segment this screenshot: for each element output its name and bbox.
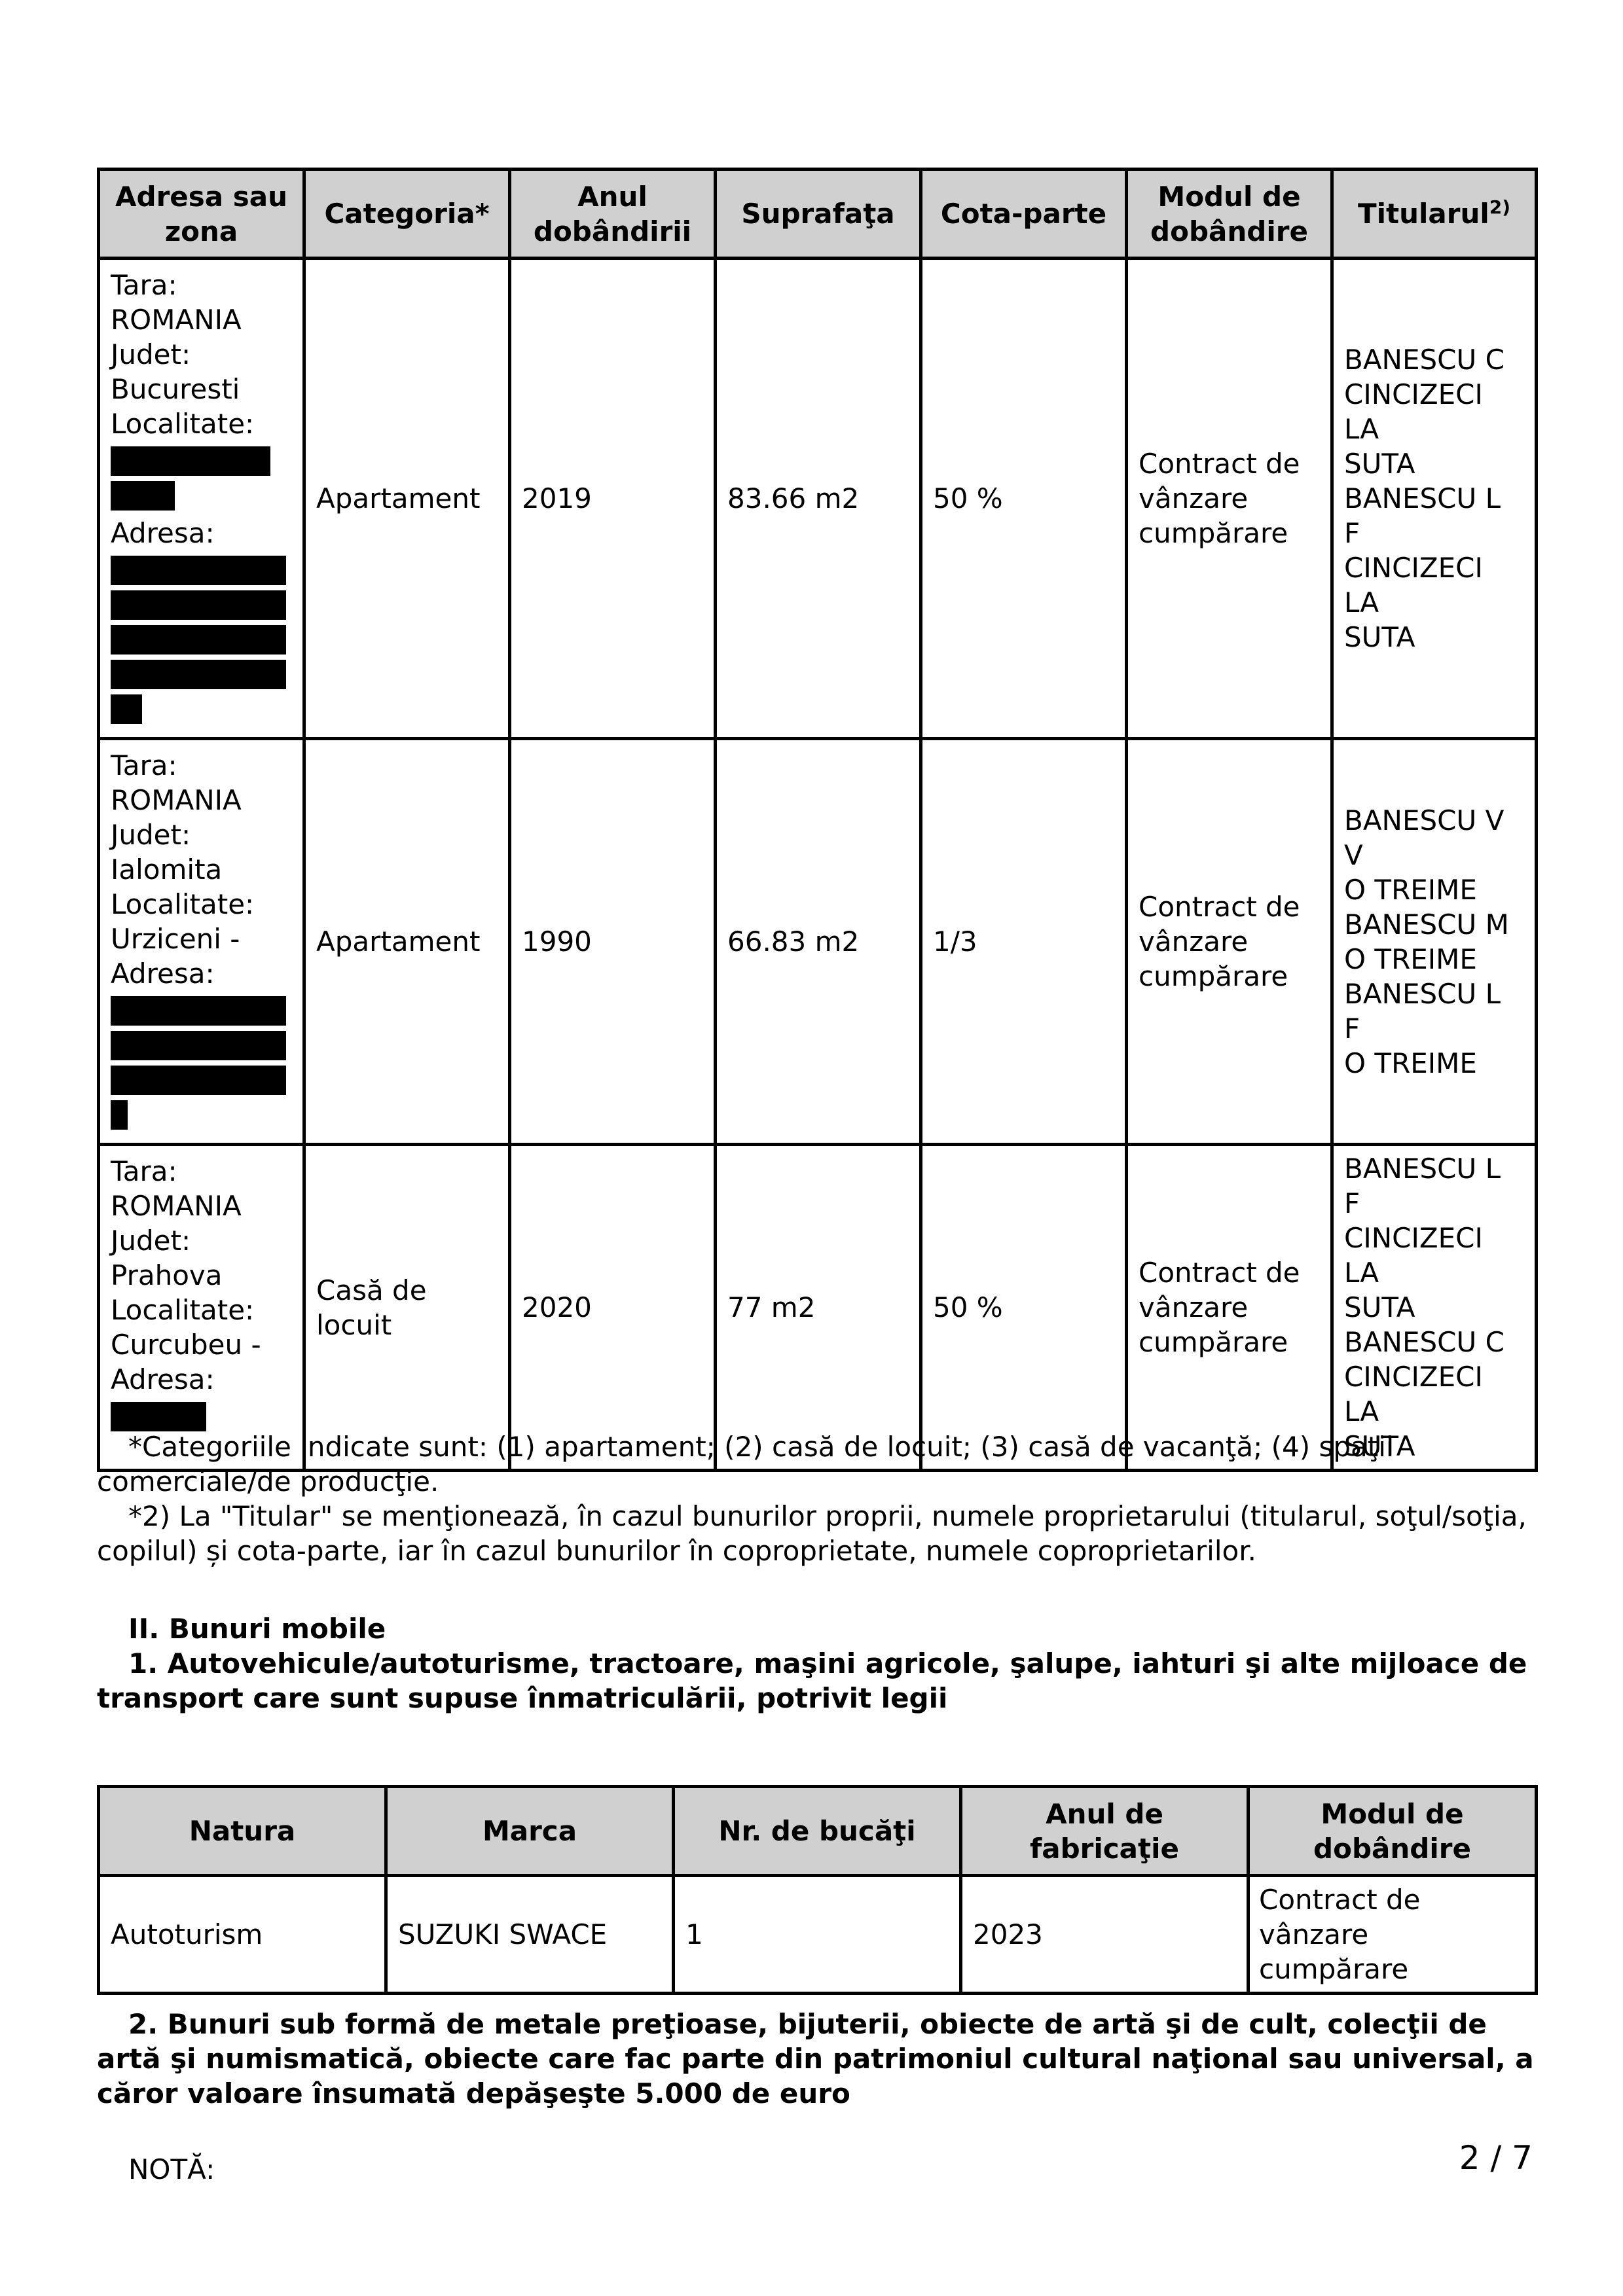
brand-cell: SUZUKI SWACE xyxy=(384,1874,675,1995)
redaction-bar xyxy=(111,1066,286,1095)
share-cell: 1/3 xyxy=(919,737,1128,1146)
header-nature: Natura xyxy=(97,1785,388,1877)
redaction-bar xyxy=(111,625,286,655)
nature-cell: Autoturism xyxy=(97,1874,388,1995)
header-count: Nr. de bucăţi xyxy=(672,1785,962,1877)
redaction-bar xyxy=(111,1402,206,1431)
year-cell: 2020 xyxy=(508,1143,717,1472)
mode-cell: Contract de vânzare cumpărare xyxy=(1125,737,1334,1146)
property-table-header: Adresa sau zona Categoria* Anul dobândir… xyxy=(97,168,1538,260)
header-year: Anul dobândirii xyxy=(508,168,717,260)
vehicles-table: Natura Marca Nr. de bucăţi Anul de fabri… xyxy=(97,1785,1538,1995)
category-cell: Casă de locuit xyxy=(302,1143,511,1472)
header-mode: Modul de dobândire xyxy=(1125,168,1334,260)
section-title: II. Bunuri mobile xyxy=(128,1613,386,1645)
header-mode: Modul de dobândire xyxy=(1247,1785,1538,1877)
header-address: Adresa sau zona xyxy=(97,168,306,260)
share-cell: 50 % xyxy=(919,257,1128,740)
mode-cell: Contract de vânzare cumpărare xyxy=(1125,1143,1334,1472)
holder-cell: BANESCU V V O TREIME BANESCU M O TREIME … xyxy=(1330,737,1538,1146)
redaction-bar xyxy=(111,446,270,476)
redaction-bar xyxy=(111,1100,128,1130)
section-subtitle-vehicles: 1. Autovehicule/autoturisme, tractoare, … xyxy=(97,1647,1527,1714)
year-cell: 2019 xyxy=(508,257,717,740)
redaction-bar xyxy=(111,1031,286,1060)
header-share: Cota-parte xyxy=(919,168,1128,260)
header-brand: Marca xyxy=(384,1785,675,1877)
table-row: Tara: ROMANIA Judet: Prahova Localitate:… xyxy=(97,1143,1538,1472)
redaction-bar xyxy=(111,481,175,511)
redaction-bar xyxy=(111,996,286,1026)
mode-cell: Contract de vânzare cumpărare xyxy=(1247,1874,1538,1995)
year-cell: 1990 xyxy=(508,737,717,1146)
area-cell: 66.83 m2 xyxy=(714,737,922,1146)
page-number: 2 / 7 xyxy=(1459,2139,1533,2177)
area-cell: 77 m2 xyxy=(714,1143,922,1472)
vehicles-table-header: Natura Marca Nr. de bucăţi Anul de fabri… xyxy=(97,1785,1538,1877)
footnote-categories: *Categoriile indicate sunt: (1) apartame… xyxy=(97,1431,1394,1498)
header-category: Categoria* xyxy=(302,168,511,260)
property-table: Adresa sau zona Categoria* Anul dobândir… xyxy=(97,168,1538,1472)
address-cell: Tara: ROMANIA Judet: Bucuresti Localitat… xyxy=(97,257,306,740)
area-cell: 83.66 m2 xyxy=(714,257,922,740)
share-cell: 50 % xyxy=(919,1143,1128,1472)
count-cell: 1 xyxy=(672,1874,962,1995)
footnotes: *Categoriile indicate sunt: (1) apartame… xyxy=(97,1429,1535,1568)
footnote-holder: *2) La "Titular" se menţionează, în cazu… xyxy=(97,1500,1527,1567)
address-cell: Tara: ROMANIA Judet: Prahova Localitate:… xyxy=(97,1143,306,1472)
redaction-bar xyxy=(111,556,286,585)
holder-cell: BANESCU L F CINCIZECI LA SUTA BANESCU C … xyxy=(1330,1143,1538,1472)
table-row: Tara: ROMANIA Judet: Bucuresti Localitat… xyxy=(97,257,1538,740)
redaction-bar xyxy=(111,590,286,620)
manufacture-year-cell: 2023 xyxy=(959,1874,1250,1995)
redaction-bar xyxy=(111,694,142,724)
table-row: Autoturism SUZUKI SWACE 1 2023 Contract … xyxy=(97,1874,1538,1995)
category-cell: Apartament xyxy=(302,737,511,1146)
table-row: Tara: ROMANIA Judet: Ialomita Localitate… xyxy=(97,737,1538,1146)
redaction-bar xyxy=(111,660,286,689)
header-manufacture-year: Anul de fabricaţie xyxy=(959,1785,1250,1877)
section-subtitle-valuables: 2. Bunuri sub formă de metale preţioase,… xyxy=(97,2008,1534,2109)
category-cell: Apartament xyxy=(302,257,511,740)
header-area: Suprafaţa xyxy=(714,168,922,260)
mode-cell: Contract de vânzare cumpărare xyxy=(1125,257,1334,740)
note-label: NOTĂ: xyxy=(128,2153,215,2185)
holder-cell: BANESCU C CINCIZECI LA SUTA BANESCU L F … xyxy=(1330,257,1538,740)
section-heading: II. Bunuri mobile 1. Autovehicule/autotu… xyxy=(97,1611,1535,1715)
header-holder: Titularul2) xyxy=(1330,168,1538,260)
address-cell: Tara: ROMANIA Judet: Ialomita Localitate… xyxy=(97,737,306,1146)
